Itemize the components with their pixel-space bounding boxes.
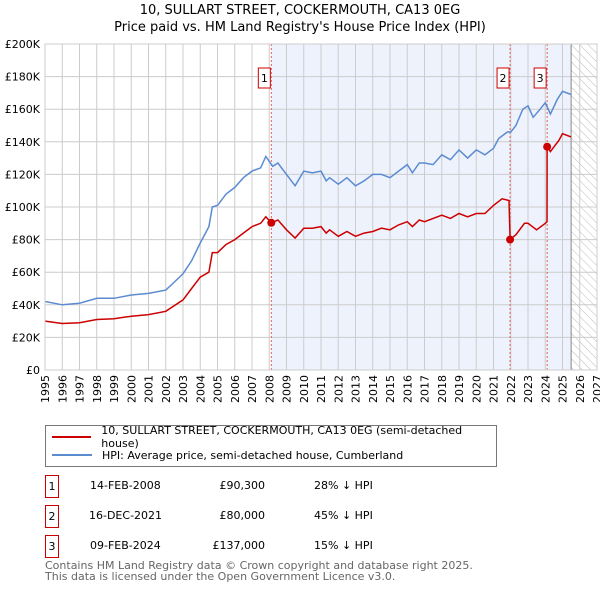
sale-marker-box: 2 [45,505,59,528]
y-tick-label: £40K [12,299,41,312]
x-tick-label: 2027 [591,375,600,403]
x-tick-label: 1995 [39,375,52,403]
footer-copyright: Contains HM Land Registry data © Crown c… [45,559,473,572]
x-tick-label: 2015 [384,375,397,403]
sale-date: 16-DEC-2021 [89,509,163,522]
x-tick-label: 2003 [177,375,190,403]
legend-swatch-blue [52,454,92,456]
x-tick-label: 2022 [505,375,518,403]
legend-item-property: 10, SULLART STREET, COCKERMOUTH, CA13 0E… [52,424,496,450]
x-tick-label: 2009 [281,375,294,403]
sale-row: 2 16-DEC-2021 £80,000 45% ↓ HPI [45,505,445,528]
x-tick-label: 2026 [574,375,587,403]
sale-label: 1 [261,72,268,85]
sale-label: 3 [537,72,544,85]
x-tick-label: 1997 [74,375,87,403]
x-tick-label: 1998 [91,375,104,403]
legend: 10, SULLART STREET, COCKERMOUTH, CA13 0E… [45,424,497,467]
x-tick-label: 2000 [125,375,138,403]
legend-label: 10, SULLART STREET, COCKERMOUTH, CA13 0E… [101,424,463,450]
x-tick-label: 2018 [436,375,449,403]
x-tick-label: 2023 [522,375,535,403]
x-tick-label: 2002 [160,375,173,403]
sale-label-box [533,67,547,89]
plot-border [44,43,598,371]
hpi-line [44,90,572,306]
y-tick-label: £180K [5,71,41,84]
x-tick-label: 2016 [401,375,414,403]
legend-swatch-red [52,436,92,438]
x-tick-label: 2024 [539,375,552,403]
x-tick-label: 2001 [143,375,156,403]
y-tick-label: £200K [5,38,41,51]
y-tick-label: £20K [12,331,41,344]
sale-point [543,142,552,151]
x-tick-label: 2013 [350,375,363,403]
sale-price: £80,000 [219,509,266,522]
x-tick-label: 1999 [108,375,121,403]
x-tick-label: 2008 [263,375,276,403]
x-tick-label: 2012 [332,375,345,403]
footer-licence: This data is licensed under the Open Gov… [45,570,396,583]
sale-label: 2 [500,72,507,85]
y-tick-label: £100K [5,201,41,214]
x-tick-label: 2020 [470,375,483,403]
x-tick-label: 2011 [315,375,328,403]
footer: Contains HM Land Registry data © Crown c… [45,560,473,582]
x-tick-label: 2019 [453,375,466,403]
y-tick-label: £160K [5,103,41,116]
x-tick-label: 2025 [557,375,570,403]
sale-label-box [257,67,271,89]
x-tick-label: 2010 [298,375,311,403]
chart-subtitle: Price paid vs. HM Land Registry's House … [114,20,486,35]
sale-hpi-diff: 45% ↓ HPI [314,509,373,522]
y-tick-label: £0 [26,364,40,377]
sale-price: £137,000 [212,539,266,552]
y-tick-label: £140K [5,136,41,149]
sale-hpi-diff: 28% ↓ HPI [314,479,373,492]
plot-area: 1995 1996 1997 1998 1999 2000 2001 2002 2003 2004… [5,38,600,403]
sale-marker-box: 3 [45,535,59,558]
y-tick-label: £120K [5,168,41,181]
sale-point [267,218,276,227]
x-tick-label: 1996 [56,375,69,403]
sale-label-box [496,67,510,89]
sale-marker-box: 1 [45,475,59,498]
legend-item-hpi: HPI: Average price, semi-detached house,… [52,446,403,464]
x-tick-label: 2006 [229,375,242,403]
sale-date: 14-FEB-2008 [90,479,161,492]
x-tick-label: 2014 [367,375,380,403]
sale-date: 09-FEB-2024 [90,539,161,552]
property-price-line [44,132,572,325]
sale-point [506,235,515,244]
sale-row: 1 14-FEB-2008 £90,300 28% ↓ HPI [45,475,445,498]
y-tick-label: £80K [12,234,41,247]
sale-price: £90,300 [219,479,266,492]
x-tick-label: 2021 [488,375,501,403]
chart-title: 10, SULLART STREET, COCKERMOUTH, CA13 0E… [139,3,461,18]
x-tick-label: 2004 [194,375,207,403]
sale-row: 3 09-FEB-2024 £137,000 15% ↓ HPI [45,535,445,558]
x-tick-label: 2007 [246,375,259,403]
x-tick-label: 2017 [419,375,432,403]
x-tick-label: 2005 [212,375,225,403]
legend-label: HPI: Average price, semi-detached house,… [102,448,404,462]
sale-hpi-diff: 15% ↓ HPI [314,539,373,552]
y-tick-label: £60K [12,266,41,279]
